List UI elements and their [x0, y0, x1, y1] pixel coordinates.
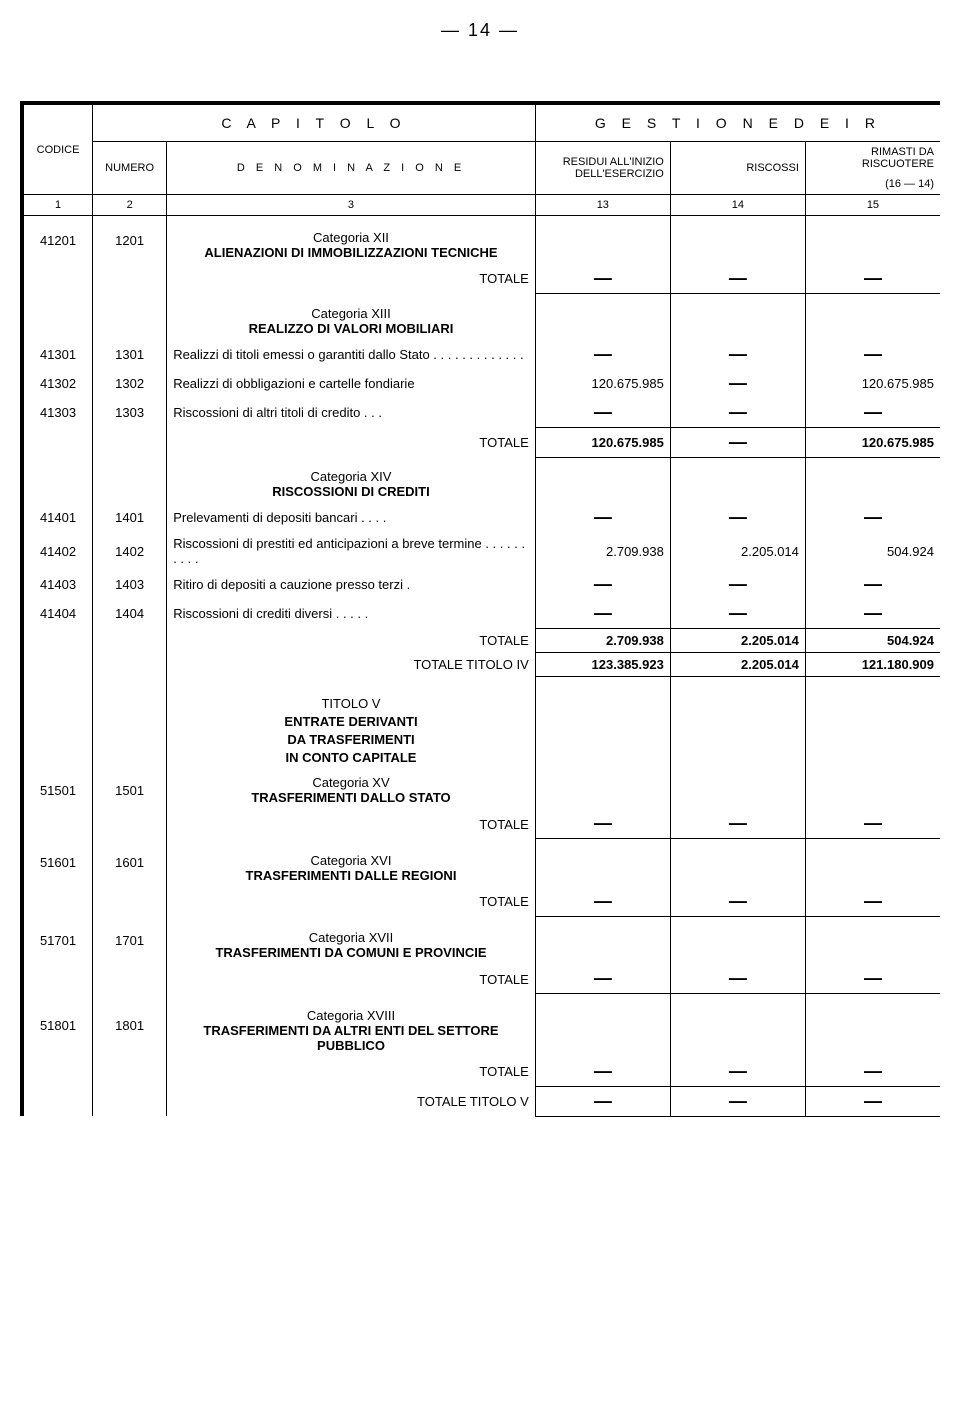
cat14-row-3: 41404 1404 Riscossioni di crediti divers… — [22, 599, 940, 629]
cat13-header: Categoria XIII REALIZZO DI VALORI MOBILI… — [22, 294, 940, 340]
cat14-row-0: 41401 1401 Prelevamenti di depositi banc… — [22, 503, 940, 532]
cat16-totale: TOTALE — — — — [22, 887, 940, 917]
cat18-row: 51801 1801 Categoria XVIII TRASFERIMENTI… — [22, 994, 940, 1057]
cat18-totale: TOTALE — — — — [22, 1057, 940, 1087]
cat12-totale-label: TOTALE — [167, 264, 536, 294]
header-colnums: 1 2 3 13 14 15 — [22, 195, 940, 216]
cat13-row-0: 41301 1301 Realizzi di titoli emessi o g… — [22, 340, 940, 369]
cat12-title: ALIENAZIONI DI IMMOBILIZZAZIONI TECNICHE — [173, 245, 529, 260]
titolo5-header: TITOLO V ENTRATE DERIVANTI DA TRASFERIME… — [22, 677, 940, 772]
cat15-row: 51501 1501 Categoria XV TRASFERIMENTI DA… — [22, 771, 940, 809]
header-numero: NUMERO — [93, 142, 167, 195]
cat15-totale: TOTALE — — — — [22, 809, 940, 839]
coln-1: 1 — [22, 195, 93, 216]
header-codice: CODICE — [22, 103, 93, 195]
header-rimasti-sub: (16 — 14) — [805, 174, 940, 195]
coln-14: 14 — [670, 195, 805, 216]
cat14-header: Categoria XIV RISCOSSIONI DI CREDITI — [22, 457, 940, 503]
coln-3: 3 — [167, 195, 536, 216]
dash: — — [535, 264, 670, 294]
totale-titolo-iv: TOTALE TITOLO IV 123.385.923 2.205.014 1… — [22, 653, 940, 677]
header-residui: RESIDUI ALL'INIZIO DELL'ESERCIZIO — [535, 142, 670, 195]
cat12-num: 1201 — [93, 216, 167, 265]
totale-titolo-v: TOTALE TITOLO V — — — — [22, 1086, 940, 1116]
header-capitolo: C A P I T O L O — [93, 103, 536, 142]
header-row-1: CODICE C A P I T O L O G E S T I O N E D… — [22, 103, 940, 142]
cat12-row: 41201 1201 Categoria XII ALIENAZIONI DI … — [22, 216, 940, 265]
cat12-cat: Categoria XII — [173, 230, 529, 245]
header-row-2: NUMERO D E N O M I N A Z I O N E RESIDUI… — [22, 142, 940, 175]
document-page: — 14 — CODICE C A P I T O L O G E S T I … — [20, 20, 940, 1117]
financial-table: CODICE C A P I T O L O G E S T I O N E D… — [20, 101, 940, 1117]
cat13-row-2: 41303 1303 Riscossioni di altri titoli d… — [22, 398, 940, 428]
header-riscossi: RISCOSSI — [670, 142, 805, 195]
cat14-row-2: 41403 1403 Ritiro di depositi a cauzione… — [22, 570, 940, 599]
cat17-row: 51701 1701 Categoria XVII TRASFERIMENTI … — [22, 916, 940, 964]
cat12-codice: 41201 — [22, 216, 93, 265]
coln-2: 2 — [93, 195, 167, 216]
cat13-title: REALIZZO DI VALORI MOBILIARI — [173, 321, 529, 336]
cat12-title-cell: Categoria XII ALIENAZIONI DI IMMOBILIZZA… — [167, 216, 536, 265]
header-denominazione: D E N O M I N A Z I O N E — [167, 142, 536, 195]
cat14-row-1: 41402 1402 Riscossioni di prestiti ed an… — [22, 532, 940, 570]
coln-15: 15 — [805, 195, 940, 216]
cat13-row-1: 41302 1302 Realizzi di obbligazioni e ca… — [22, 369, 940, 398]
cat13-totale: TOTALE 120.675.985 — 120.675.985 — [22, 427, 940, 457]
header-gestione: G E S T I O N E D E I R — [535, 103, 940, 142]
cat16-row: 51601 1601 Categoria XVI TRASFERIMENTI D… — [22, 839, 940, 887]
cat17-totale: TOTALE — — — — [22, 964, 940, 994]
cat14-totale: TOTALE 2.709.938 2.205.014 504.924 — [22, 629, 940, 653]
page-number: — 14 — — [20, 20, 940, 41]
cat13-cat: Categoria XIII — [173, 306, 529, 321]
header-rimasti: RIMASTI DA RISCUOTERE — [805, 142, 940, 175]
coln-13: 13 — [535, 195, 670, 216]
cat12-totale: TOTALE — — — — [22, 264, 940, 294]
